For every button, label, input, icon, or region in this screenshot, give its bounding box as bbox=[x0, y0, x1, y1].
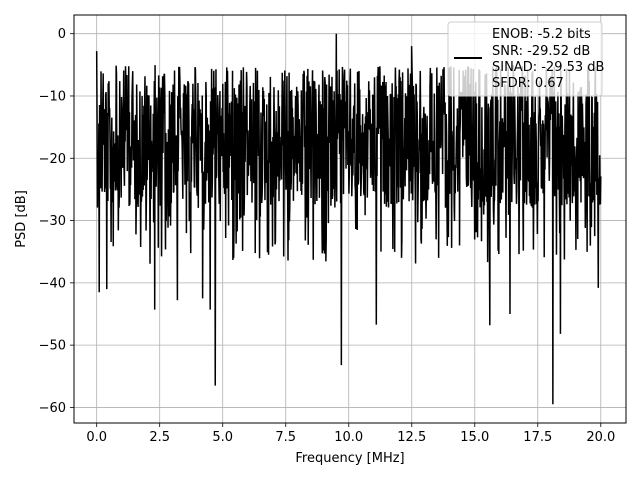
psd-trace bbox=[95, 33, 602, 405]
x-tick-label: 12.5 bbox=[397, 430, 426, 445]
y-tick-label: −40 bbox=[39, 276, 66, 291]
y-tick-label: −30 bbox=[39, 214, 66, 229]
x-tick-label: 2.5 bbox=[149, 430, 170, 445]
plot-frame bbox=[73, 14, 627, 424]
x-tick-label: 10.0 bbox=[334, 430, 363, 445]
x-tick-label: 7.5 bbox=[275, 430, 296, 445]
y-tick-label: −10 bbox=[39, 89, 66, 104]
y-axis-label: PSD [dB] bbox=[14, 190, 29, 248]
axis-ticks: 0.0 2.5 5.0 7.5 10.0 12.5 15.0 17.5 20.0 0 −10 −20 −… bbox=[39, 27, 616, 445]
x-axis-label: Frequency [MHz] bbox=[295, 451, 404, 466]
x-tick-label: 5.0 bbox=[212, 430, 233, 445]
x-tick-label: 20.0 bbox=[586, 430, 615, 445]
y-tick-label: −20 bbox=[39, 152, 66, 167]
legend-enob: ENOB: -5.2 bits bbox=[492, 27, 591, 42]
legend-sinad: SINAD: -29.53 dB bbox=[492, 60, 604, 75]
y-tick-label: 0 bbox=[58, 27, 66, 42]
x-tick-label: 17.5 bbox=[523, 430, 552, 445]
x-tick-label: 15.0 bbox=[460, 430, 489, 445]
y-tick-label: −60 bbox=[39, 401, 66, 416]
y-tick-label: −50 bbox=[39, 339, 66, 354]
legend: ENOB: -5.2 bits SNR: -29.52 dB SINAD: -2… bbox=[447, 21, 604, 97]
plot-area bbox=[95, 33, 602, 405]
legend-sfdr: SFDR: 0.67 bbox=[492, 76, 564, 91]
x-tick-label: 0.0 bbox=[86, 430, 107, 445]
legend-box bbox=[447, 21, 603, 97]
legend-snr: SNR: -29.52 dB bbox=[492, 44, 590, 59]
